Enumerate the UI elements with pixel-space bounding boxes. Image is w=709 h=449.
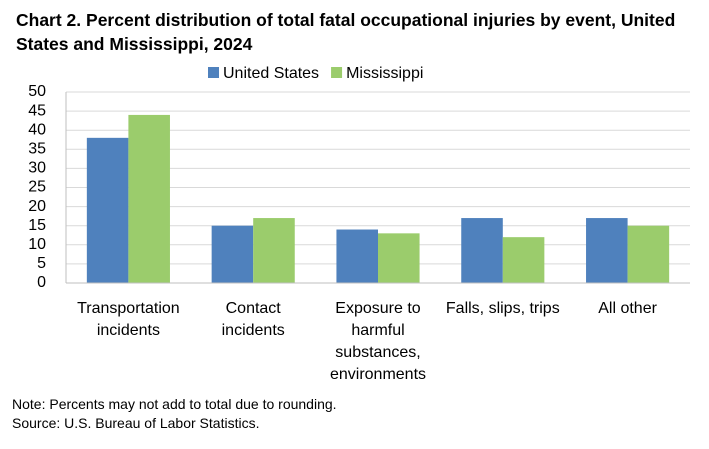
x-tick-label: Exposure to harmful substances, environm… [329, 300, 427, 383]
legend-label: Mississippi [346, 65, 423, 82]
bar [461, 218, 503, 283]
chart-title: Chart 2. Percent distribution of total f… [16, 10, 676, 54]
bar [586, 218, 628, 283]
y-tick-label: 20 [28, 198, 46, 215]
bar [253, 218, 295, 283]
bar [86, 137, 129, 283]
y-tick-label: 25 [28, 179, 46, 196]
bar [336, 229, 378, 283]
x-tick-label: Falls, slips, trips [445, 300, 560, 317]
y-tick-label: 40 [28, 121, 46, 138]
y-tick-label: 50 [28, 83, 46, 100]
bar [211, 225, 254, 283]
y-tick-label: 15 [28, 217, 46, 234]
x-tick-label: Contact incidents [221, 300, 285, 339]
legend-swatch [331, 67, 343, 78]
note: Note: Percents may not add to total due … [12, 396, 337, 412]
y-tick-label: 0 [37, 274, 46, 291]
legend-swatch [208, 67, 219, 78]
bar [128, 114, 170, 283]
x-tick-label: Transportation incidents [77, 300, 180, 339]
source: Source: U.S. Bureau of Labor Statistics. [12, 415, 260, 431]
y-tick-label: 35 [28, 141, 46, 158]
bar [627, 225, 670, 283]
x-tick-label: All other [598, 300, 657, 317]
bar [502, 237, 545, 283]
legend-label: United States [223, 65, 319, 82]
y-tick-label: 30 [28, 160, 46, 177]
y-tick-label: 10 [28, 236, 46, 253]
y-tick-label: 5 [37, 255, 46, 272]
y-tick-label: 45 [28, 102, 46, 119]
bar [378, 233, 420, 283]
